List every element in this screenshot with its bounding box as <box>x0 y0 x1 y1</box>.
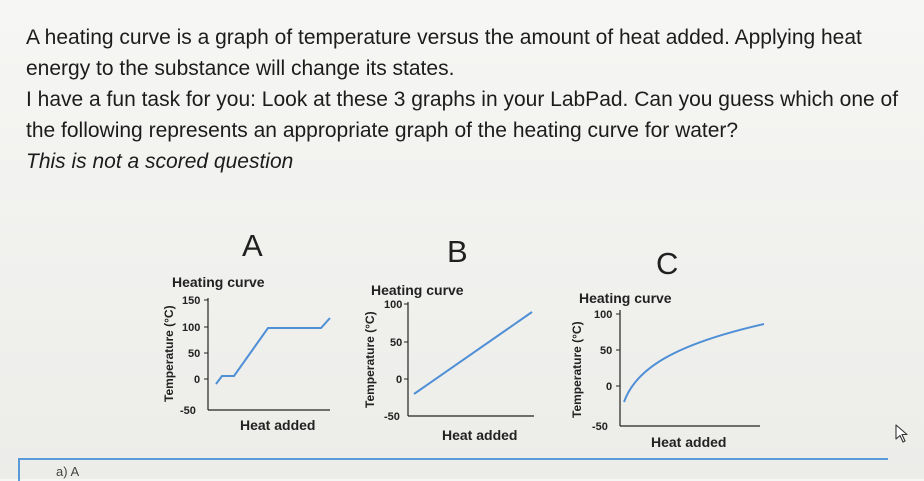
panel-letter-b: B <box>447 234 468 269</box>
chart-c-title: Heating curve <box>579 290 672 306</box>
chart-b-tick-100: 100 <box>384 299 402 311</box>
chart-b-ticks: 100 50 0 -50 <box>384 299 408 423</box>
chart-a-ticks: 150 100 50 0 -50 <box>180 295 208 417</box>
chart-a-tick-150: 150 <box>182 295 200 307</box>
chart-c-tick-neg50: -50 <box>592 421 608 433</box>
chart-b-title: Heating curve <box>371 282 464 298</box>
chart-b-ylabel: Temperature (°C) <box>363 311 377 408</box>
answer-text: a) A <box>56 464 80 479</box>
chart-a-xlabel: Heat added <box>240 417 316 433</box>
chart-a-plot: 150 100 50 0 -50 <box>180 295 331 417</box>
cursor-icon <box>895 424 908 443</box>
question-line-1: A heating curve is a graph of temperatur… <box>26 26 862 80</box>
chart-c-tick-50: 50 <box>600 345 612 357</box>
chart-a-tick-50: 50 <box>188 348 200 360</box>
chart-b-tick-50: 50 <box>390 337 402 349</box>
panel-letter-c: C <box>656 246 679 281</box>
chart-b-tick-neg50: -50 <box>384 411 400 423</box>
chart-a-tick-0: 0 <box>194 374 200 386</box>
chart-b-curve <box>413 311 533 395</box>
chart-c-plot: 100 50 0 -50 <box>592 309 765 433</box>
chart-a-curve <box>215 317 331 385</box>
question-text: A heating curve is a graph of temperatur… <box>26 22 906 177</box>
chart-b-xlabel: Heat added <box>442 427 518 443</box>
chart-a-tick-neg50: -50 <box>180 405 196 417</box>
chart-a-tick-100: 100 <box>182 322 200 334</box>
answer-area-edge <box>18 460 20 481</box>
chart-c-ylabel: Temperature (°C) <box>570 321 584 418</box>
chart-a-title: Heating curve <box>172 274 265 290</box>
chart-c-tick-100: 100 <box>594 309 612 321</box>
chart-c-ticks: 100 50 0 -50 <box>592 309 620 433</box>
chart-b-plot: 100 50 0 -50 <box>384 299 534 423</box>
chart-c-xlabel: Heat added <box>651 434 727 450</box>
question-note: This is not a scored question <box>26 150 294 173</box>
question-line-2: I have a fun task for you: Look at these… <box>26 88 899 142</box>
chart-b-tick-0: 0 <box>396 374 402 386</box>
chart-c-curve <box>623 323 765 403</box>
panel-letter-a: A <box>242 228 263 263</box>
chart-c-tick-0: 0 <box>606 381 612 393</box>
chart-a-ylabel: Temperature (°C) <box>162 305 176 402</box>
answer-area[interactable]: a) A <box>18 458 888 481</box>
